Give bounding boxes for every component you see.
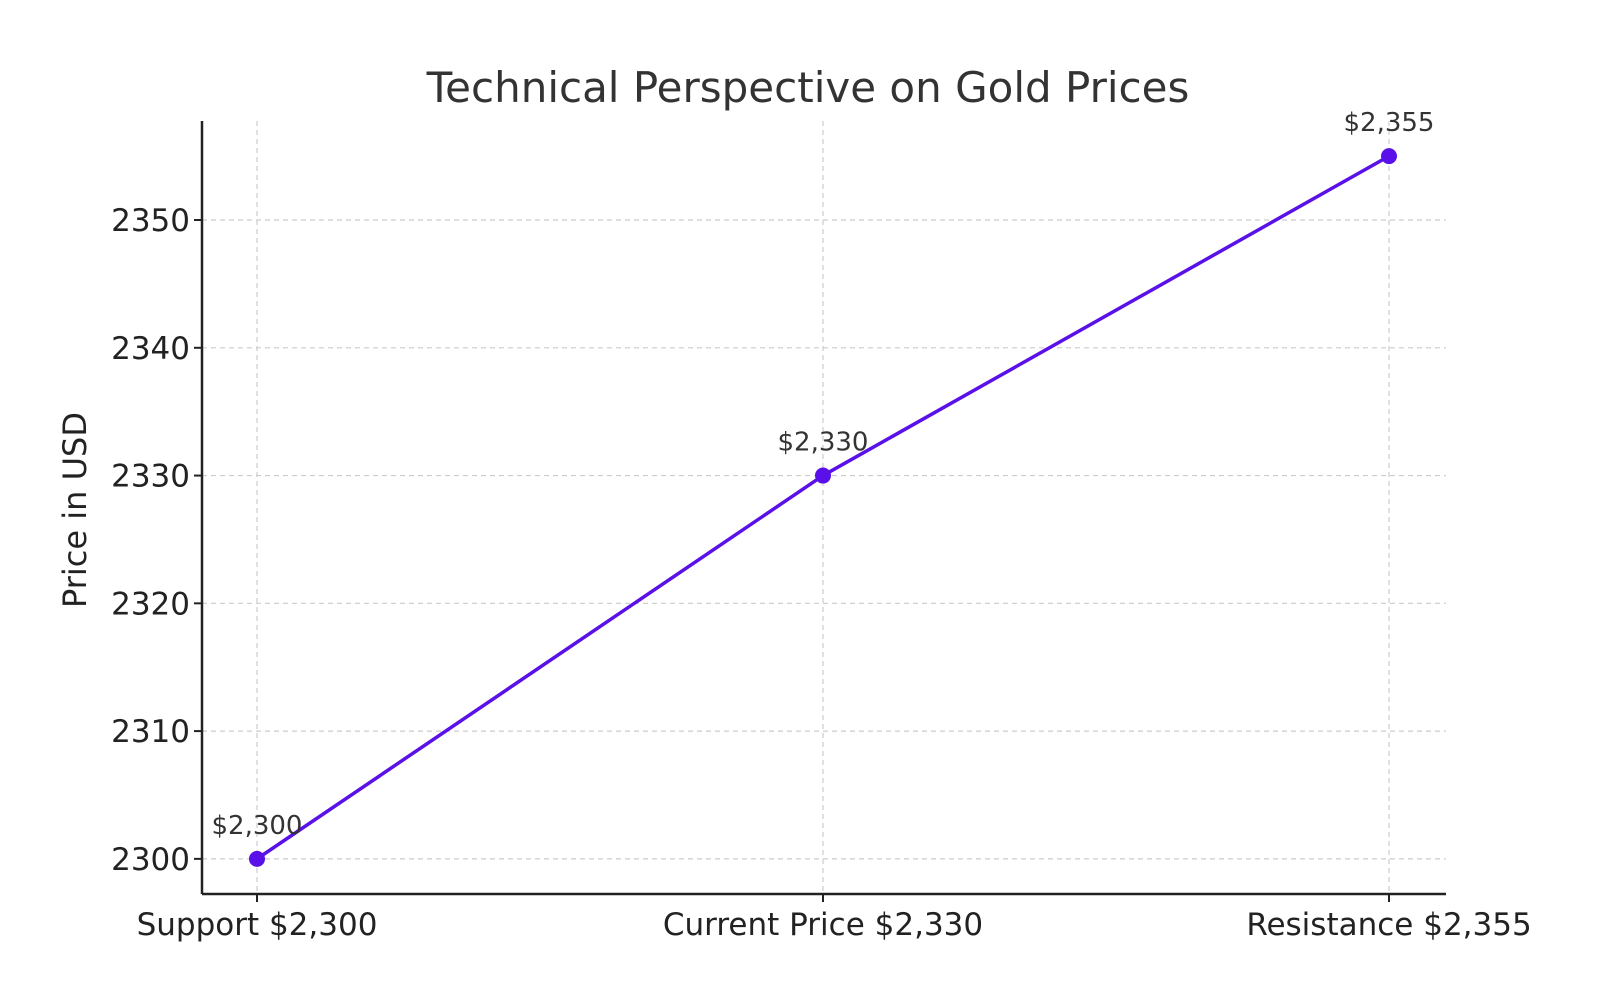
x-tick-label: Resistance $2,355 (1246, 907, 1531, 943)
data-point (1381, 148, 1397, 165)
data-point (249, 850, 265, 867)
tick-labels: 2300 2310 2320 2330 2340 2350 Support $2,300 Cu… (111, 203, 1532, 943)
data-labels: $2,300 $2,330 $2,355 (212, 108, 1435, 841)
data-label: $2,300 (212, 811, 303, 841)
x-tick-label: Support $2,300 (137, 907, 378, 943)
y-tick-label: 2340 (111, 331, 190, 367)
y-axis-label: Price in USD (56, 412, 94, 608)
y-tick-label: 2330 (111, 459, 190, 495)
gridlines (202, 121, 1446, 894)
series (249, 148, 1397, 867)
y-tick-label: 2310 (111, 714, 190, 750)
data-point (815, 467, 831, 484)
y-tick-label: 2350 (111, 203, 190, 239)
data-label: $2,330 (778, 428, 869, 458)
y-tick-label: 2320 (111, 586, 190, 622)
y-tick-label: 2300 (111, 842, 190, 878)
x-tick-label: Current Price $2,330 (663, 907, 983, 943)
data-label: $2,355 (1344, 108, 1435, 138)
axes (200, 121, 1446, 896)
chart-title: Technical Perspective on Gold Prices (426, 63, 1190, 112)
